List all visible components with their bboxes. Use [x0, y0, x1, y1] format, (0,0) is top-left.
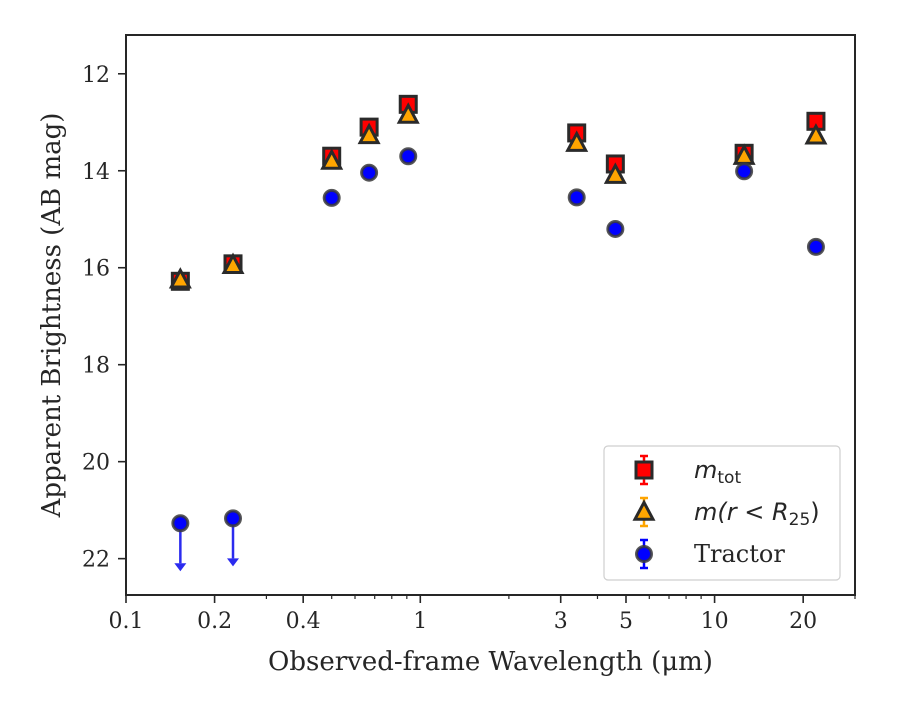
x-tick-label: 0.4 — [286, 609, 321, 634]
circle-data-point — [567, 188, 586, 207]
y-tick-label: 14 — [82, 160, 110, 185]
triangle-data-point — [565, 130, 589, 152]
y-tick-label: 18 — [82, 354, 110, 379]
legend-label: m(r < R25) — [694, 498, 820, 530]
series-circle — [171, 147, 825, 572]
triangle-data-point — [804, 123, 828, 145]
circle-data-point — [224, 509, 243, 528]
x-tick-label: 0.1 — [109, 609, 144, 634]
x-tick-label: 1 — [413, 609, 427, 634]
legend-box — [603, 445, 841, 581]
x-tick-label: 3 — [554, 609, 568, 634]
series-square — [170, 94, 826, 291]
triangle-data-point — [357, 122, 381, 145]
data-layer — [168, 94, 828, 572]
series-triangle — [168, 102, 828, 289]
x-tick-label: 20 — [789, 609, 817, 634]
x-tick-label: 5 — [619, 609, 633, 634]
legend-triangle-marker — [632, 499, 656, 521]
y-tick-label: 16 — [82, 257, 110, 282]
x-tick-label: 0.2 — [197, 609, 232, 634]
y-tick-label: 22 — [82, 548, 110, 573]
y-tick-label: 12 — [82, 63, 110, 88]
circle-data-point — [806, 237, 825, 256]
x-tick-label: 10 — [701, 609, 729, 634]
triangle-data-point — [396, 102, 420, 124]
plot-frame — [125, 34, 856, 596]
circle-data-point — [606, 219, 625, 238]
triangle-data-point — [320, 148, 344, 170]
circle-data-point — [171, 514, 190, 533]
circle-data-point — [399, 147, 418, 166]
legend-label: mtot — [694, 456, 741, 488]
triangle-data-point — [221, 252, 245, 275]
legend-circle-marker — [635, 545, 653, 563]
y-axis-label: Apparent Brightness (AB mag) — [37, 113, 67, 519]
legend-square-marker — [634, 460, 654, 480]
legend: mtot m(r < R25) Tractor — [603, 445, 841, 581]
ticks-layer: 0.1 0.2 0.4 1 3 5 10 20 12 14 16 18 20 22 — [82, 63, 856, 634]
circle-data-point — [322, 188, 341, 207]
circle-data-point — [735, 162, 754, 181]
legend-label: Tractor — [694, 540, 785, 568]
circle-data-point — [360, 163, 379, 182]
y-tick-label: 20 — [82, 451, 110, 476]
triangle-data-point — [603, 162, 627, 184]
x-axis-label: Observed-frame Wavelength (μm) — [268, 647, 713, 677]
upper-limit-arrow-head — [174, 563, 187, 572]
upper-limit-arrow-head — [227, 558, 240, 567]
triangle-data-point — [168, 267, 192, 289]
